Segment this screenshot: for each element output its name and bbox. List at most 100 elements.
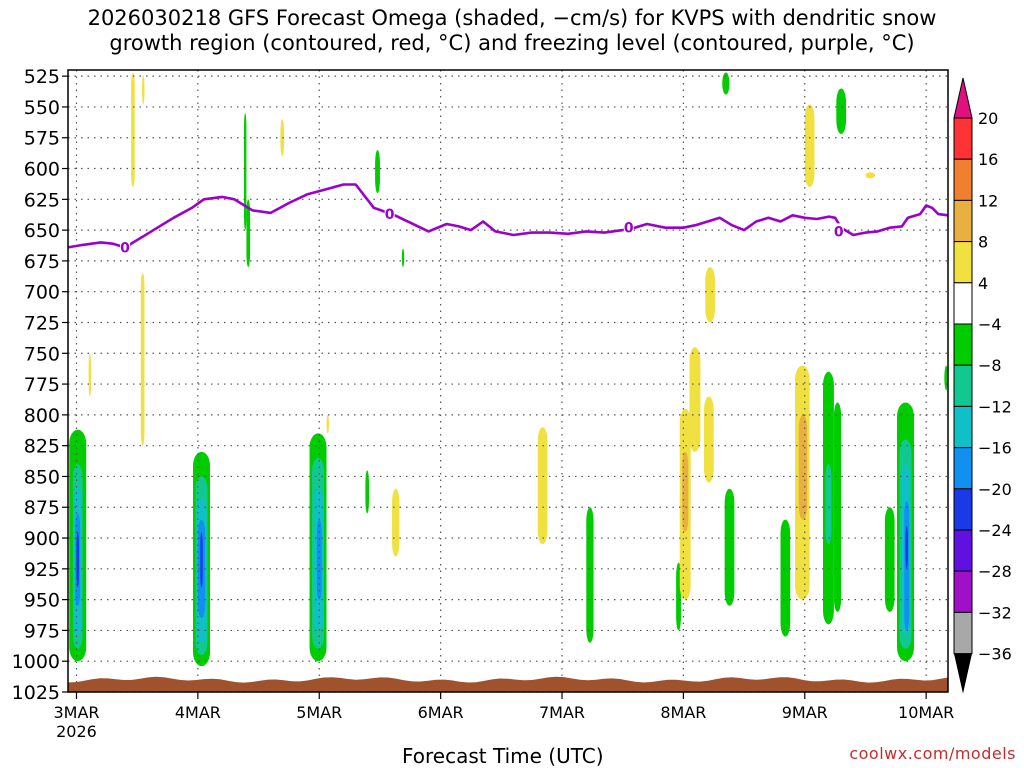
y-axis: 525 550 575 600 625 650 675 700 725 750 775 800 825 8… [12,66,68,704]
omega-region-42 [142,74,145,105]
y-tick-label: 525 [24,66,60,88]
omega-region-36 [401,248,405,268]
y-tick-label: 575 [24,128,60,150]
terrain-layer [68,676,948,692]
colorbar-swatch-5 [953,323,973,366]
y-tick-label: 550 [24,97,60,119]
y-tick-label: 725 [24,312,60,334]
omega-region-23 [798,414,808,520]
colorbar-label: −8 [978,356,1002,375]
colorbar-label: 16 [978,150,998,169]
freezing-level-label-bg-0 [120,239,131,256]
omega-region-51 [326,414,329,434]
colorbar-label: 4 [978,274,988,293]
x-tick-label: 4MAR [175,703,221,722]
chart-title-line-1: 2026030218 GFS Forecast Omega (shaded, −… [87,6,937,30]
omega-region-44 [88,353,92,397]
freezing-level-label: 0 [120,240,130,256]
omega-region-25 [833,402,842,612]
omega-region-26 [825,464,832,545]
y-tick-label: 625 [24,189,60,211]
colorbar-swatch-1 [953,158,973,201]
y-tick-label: 1025 [12,682,60,704]
colorbar-label: −28 [978,562,1012,581]
x-tick-label: 10MAR [898,703,954,722]
omega-region-41 [131,72,135,188]
omega-region-50 [280,119,285,157]
colorbar-swatch-3 [953,241,973,284]
colorbar-swatch-11 [953,570,973,613]
freezing-level-label-bg-3 [833,223,844,240]
y-tick-label: 900 [24,528,60,550]
freezing-level-label: 0 [834,224,844,240]
colorbar-swatch-10 [953,529,973,572]
omega-region-38 [722,72,730,95]
omega-region-14 [586,507,594,643]
x-tick-label: 3MAR [53,703,99,722]
colorbar-label: 8 [978,233,988,252]
y-tick-label: 675 [24,251,60,273]
y-tick-label: 950 [24,590,60,612]
y-tick-label: 825 [24,436,60,458]
x-tick-sublabel: 2026 [56,722,97,741]
omega-region-34 [244,113,247,231]
freezing-level-label: 0 [385,207,395,223]
omega-shading-layer [69,72,948,667]
colorbar-label: −16 [978,439,1012,458]
freezing-level-line [67,183,949,249]
y-tick-label: 975 [24,620,60,642]
omega-region-45 [392,488,400,557]
y-tick-label: 750 [24,343,60,365]
omega-region-27 [884,507,895,612]
x-tick-label: 9MAR [782,703,828,722]
colorbar-swatch-8 [953,447,973,490]
colorbar-label: −24 [978,521,1012,540]
freezing-level-label-bg-2 [623,219,634,236]
omega-region-18 [689,347,701,452]
omega-region-47 [705,267,715,323]
colorbar-swatch-7 [953,405,973,449]
omega-region-19 [704,396,714,483]
x-tick-label: 6MAR [418,703,464,722]
x-tick-label: 7MAR [539,703,585,722]
omega-region-37 [365,470,370,514]
terrain-ground [68,676,948,692]
colorbar-swatch-0 [953,117,973,160]
omega-region-21 [780,519,791,637]
colorbar-swatch-9 [953,488,973,531]
omega-region-39 [836,88,847,135]
y-tick-label: 875 [24,497,60,519]
y-tick-label: 600 [24,159,60,181]
y-tick-label: 650 [24,220,60,242]
omega-region-43 [140,273,145,446]
colorbar: 20 16 12 8 4 −4 −8 −12 −16 −20 −24 −28 −32 −36 [953,77,1012,694]
y-tick-label: 775 [24,374,60,396]
omega-region-33 [246,199,251,268]
omega-region-13 [316,519,322,600]
y-tick-label: 850 [24,466,60,488]
omega-region-9 [200,531,203,588]
freezing-level-label-bg-1 [384,206,395,223]
y-tick-label: 925 [24,559,60,581]
chart-title: 2026030218 GFS Forecast Omega (shaded, −… [0,6,1024,56]
freezing-level-layer: 0 0 0 0 [67,183,949,256]
plot-frame [67,69,949,693]
colorbar-label: −4 [978,315,1002,334]
x-axis-title: Forecast Time (UTC) [402,744,604,768]
colorbar-swatch-2 [953,199,973,243]
omega-region-48 [804,104,815,188]
omega-region-46 [537,427,548,545]
colorbar-label: −20 [978,480,1012,499]
omega-region-32 [905,525,908,569]
colorbar-swatch-12 [953,611,973,655]
x-tick-label: 8MAR [660,703,706,722]
omega-region-35 [375,150,380,194]
colorbar-bottom-arrow [954,653,972,694]
omega-region-20 [724,488,735,606]
y-tick-label: 800 [24,405,60,427]
colorbar-label: −32 [978,603,1012,622]
freezing-level-label: 0 [624,221,634,237]
colorbar-label: 12 [978,191,998,210]
colorbar-swatch-4 [953,282,973,325]
